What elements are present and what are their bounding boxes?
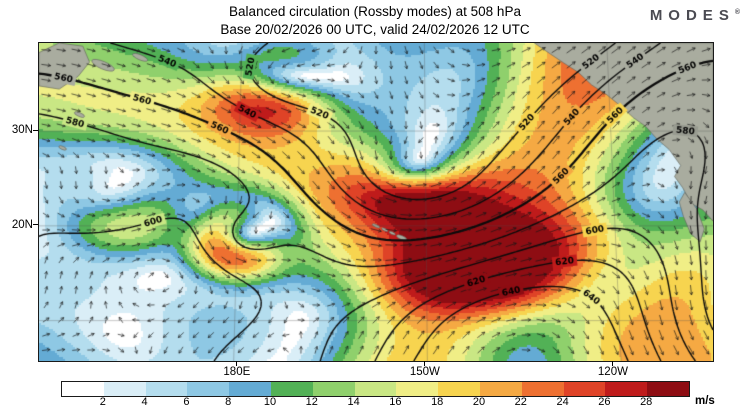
colorbar-tick-label: 14 [347,396,360,408]
lon-tick-label: 150W [409,366,440,378]
colorbar-segment [647,382,689,396]
colorbar-segment [62,382,104,396]
colorbar-labels: 2 4 6 8 10 12 14 16 18 20 22 24 26 28 [61,396,688,408]
colorbar-tick-label: 18 [431,396,444,408]
y-axis-ticks: 30N 20N [0,42,36,360]
lon-tick-label: 180E [223,366,251,378]
colorbar-segment [563,382,606,396]
lat-tickmark [33,129,38,131]
map-frame [38,42,714,362]
lat-tick-label: 30N [11,124,33,137]
colorbar-tick-label: 4 [141,396,148,408]
map-canvas [39,43,713,361]
colorbar-tick-label: 24 [556,396,569,408]
chart-title: Balanced circulation (Rossby modes) at 5… [229,4,521,19]
colorbar [61,381,690,397]
colorbar-tick-label: 2 [99,396,106,408]
colorbar-tick-label: 10 [263,396,277,408]
colorbar-tick-label: 8 [225,396,232,408]
colorbar-tick-label: 6 [183,396,190,408]
lon-tickmark [424,361,426,366]
colorbar-tick-label: 16 [389,396,402,408]
colorbar-tick-label: 22 [514,396,527,408]
colorbar-tick-label: 12 [305,396,318,408]
chart-subtitle: Base 20/02/2026 00 UTC, valid 24/02/2026… [220,21,530,37]
colorbar-segment [187,382,230,396]
colorbar-tick-label: 20 [472,396,486,408]
logo-text: MODES [649,7,735,24]
colorbar-segment [438,382,480,396]
x-axis-ticks: 180E 150W 120W [38,366,712,380]
lat-tick-label: 20N [11,218,33,231]
colorbar-segment [312,382,355,396]
lon-tickmark [236,361,238,366]
lat-tickmark [33,224,38,226]
registered-mark-icon: ® [734,9,740,16]
colorbar-segment [270,382,313,396]
lon-tick-label: 120W [597,366,628,378]
chart-title-block: Balanced circulation (Rossby modes) at 5… [0,3,750,39]
colorbar-segment [145,382,188,396]
colorbar-segment [396,382,439,396]
colorbar-segment [605,382,648,396]
colorbar-tick-label: 26 [598,396,611,408]
colorbar-units-label: m/s [695,395,715,407]
colorbar-segment [103,382,146,396]
colorbar-tick-label: 28 [640,396,653,408]
modes-logo: MODES® [650,7,740,24]
colorbar-segment [229,382,271,396]
lon-tickmark [612,361,614,366]
colorbar-segment [479,382,522,396]
colorbar-segment [521,382,564,396]
colorbar-segment [354,382,397,396]
